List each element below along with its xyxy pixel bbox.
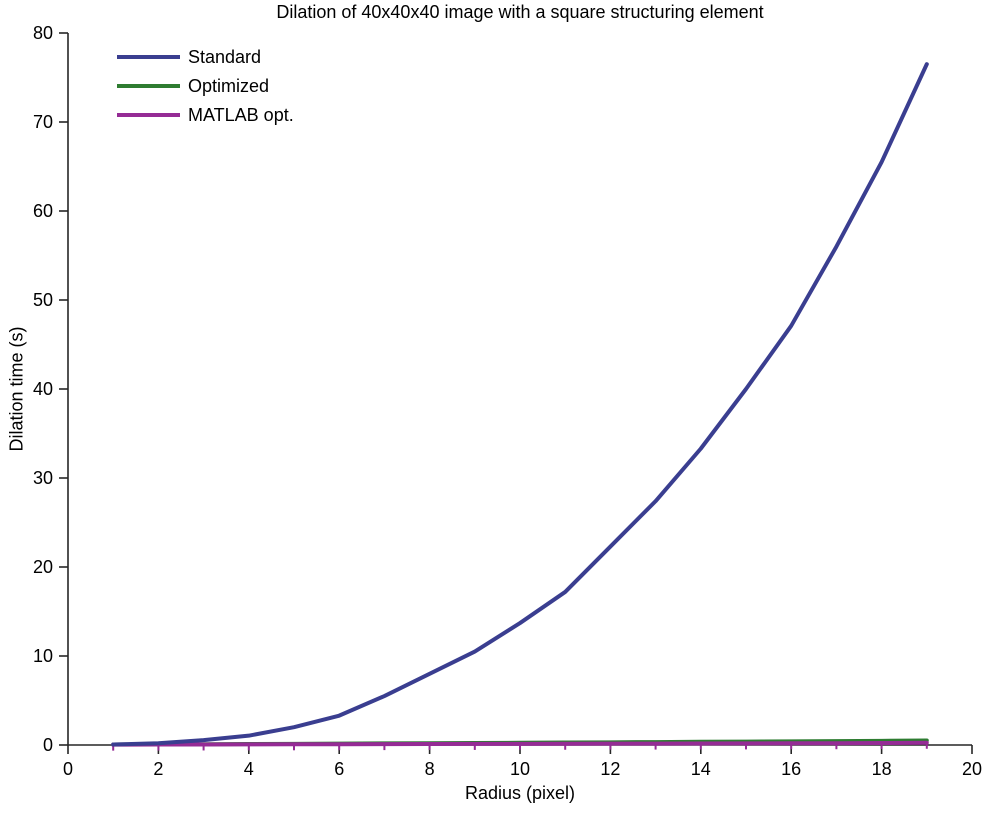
legend-label-standard: Standard [188,47,261,67]
x-tick-label: 0 [63,759,73,779]
series-line-matlab-opt- [111,740,929,747]
y-axis-label: Dilation time (s) [6,326,27,452]
x-tick-label: 20 [962,759,982,779]
y-tick-label: 10 [33,646,53,666]
x-tick-label: 16 [781,759,801,779]
legend-label-matlab-opt-: MATLAB opt. [188,105,294,125]
y-tick-label: 50 [33,290,53,310]
chart-title: Dilation of 40x40x40 image with a square… [276,2,764,22]
legend-label-optimized: Optimized [188,76,269,96]
y-tick-label: 40 [33,379,53,399]
x-tick-label: 10 [510,759,530,779]
y-tick-label: 60 [33,201,53,221]
y-tick-label: 70 [33,112,53,132]
series-line-standard [111,62,929,747]
x-axis-label: Radius (pixel) [464,783,576,803]
x-tick-label: 4 [244,759,254,779]
x-tick-label: 2 [153,759,163,779]
y-tick-label: 30 [33,468,53,488]
y-tick-label: 80 [33,23,53,43]
x-tick-label: 18 [872,759,892,779]
y-tick-label: 20 [33,557,53,577]
x-tick-label: 12 [600,759,620,779]
x-tick-label: 8 [425,759,435,779]
y-tick-label: 0 [43,735,53,755]
x-tick-label: 6 [334,759,344,779]
x-tick-label: 14 [691,759,711,779]
